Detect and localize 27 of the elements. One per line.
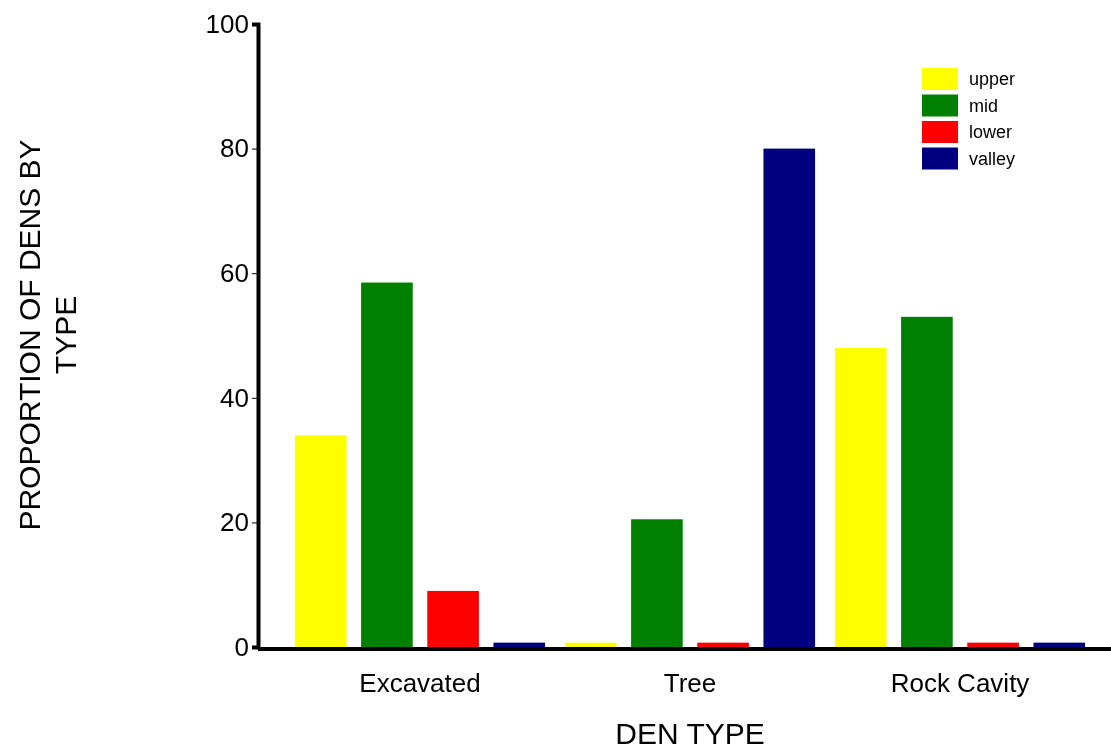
- y-tick-label: 80: [220, 133, 249, 164]
- legend-label: valley: [969, 148, 1016, 169]
- y-tick-label: 20: [220, 507, 249, 538]
- x-tick-label: Tree: [663, 667, 717, 698]
- x-tick-label: Excavated: [359, 667, 481, 698]
- bar: [901, 316, 953, 647]
- y-axis-title: PROPORTION OF DENS BY TYPE: [13, 139, 82, 531]
- legend-label: lower: [969, 122, 1013, 142]
- x-tick-label: Rock Cavity: [890, 667, 1030, 698]
- bar: [697, 642, 749, 647]
- bar: [967, 642, 1019, 647]
- y-tick-label: 100: [205, 8, 249, 39]
- bar: [361, 282, 413, 647]
- bar: [493, 642, 546, 647]
- y-tick-label: 40: [220, 382, 249, 413]
- bar: [834, 347, 887, 647]
- legend-label: upper: [969, 69, 1016, 89]
- y-tick-label: 60: [220, 258, 249, 289]
- bar: [294, 435, 347, 647]
- bar: [564, 642, 617, 647]
- y-tick-label: 0: [234, 631, 249, 662]
- legend-label: mid: [969, 95, 999, 116]
- bar: [631, 519, 683, 647]
- bar: [1033, 642, 1086, 647]
- bar: [763, 148, 816, 647]
- x-axis-title: DEN TYPE: [615, 717, 765, 750]
- bar: [427, 590, 479, 647]
